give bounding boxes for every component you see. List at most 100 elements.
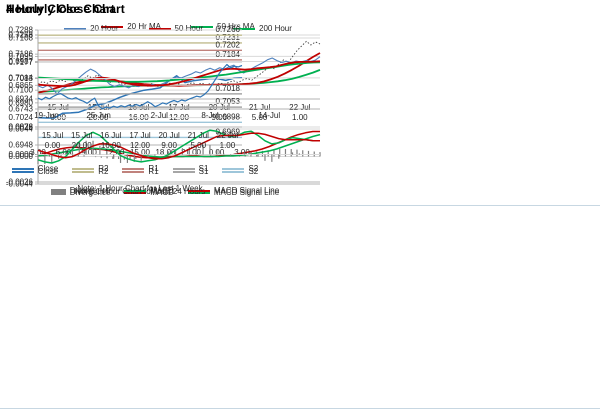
weekly-pivot-chart: 0.72880.71860.70830.69800.68780.72660.72…	[9, 25, 243, 132]
four-hourly-price-xaxis: 19-Jun 25-Jun 2-Jul 8-Jul 14-Jul	[0, 111, 330, 131]
legend-item-s2: S2	[222, 167, 258, 176]
legend-item-macd: MACD	[124, 186, 174, 195]
hourly-macd-legend: Divergence MACD MACD Signal Line	[0, 188, 330, 197]
x-axis-tick-label: 12.00	[104, 148, 125, 157]
y-axis-tick-label: 0.7253	[9, 31, 34, 40]
legend-label: MACD Signal Line	[213, 186, 280, 195]
legend-swatch	[122, 167, 145, 170]
weekly-pivot-note: Note: 1 Hour Chart for Last 1 Week	[77, 184, 203, 193]
weekly-pivot-xaxis: 15 Jul 0.00 15 Jul 20.00 16 Jul 16.00 17 Jul 12…	[0, 131, 270, 151]
y-axis-tick-label: 0.7083	[9, 74, 34, 83]
legend-label: MACD	[150, 188, 174, 197]
legend-swatch	[187, 189, 210, 192]
legend-item-200-hour: 200 Hour	[233, 24, 292, 33]
pivot-level-label-s1: 0.7018	[216, 84, 241, 93]
legend-label: MACD Signal Line	[213, 188, 280, 197]
series-line-macd-signal-line	[37, 132, 320, 160]
legend-item-r2: R2	[72, 164, 108, 173]
series-line-20-hour	[37, 56, 321, 95]
legend-label: S1	[198, 167, 209, 176]
y-axis-tick-label: 0.7014	[9, 73, 34, 82]
legend-label: MACD	[150, 186, 174, 195]
legend-swatch	[172, 167, 195, 170]
x-axis-tick-label: 9.00	[81, 148, 97, 157]
hourly-pivot-chart-panel: 0.7253 0.7177 0.7100 0.7024 0.6948 0.7231 0.71…	[0, 0, 270, 205]
weekly-pivot-legend: Close R2 R1 S1 S2	[0, 164, 270, 173]
legend-item-s1: S1	[172, 164, 209, 173]
legend-label: S2	[248, 167, 259, 176]
y-axis-tick-label: 0.6948	[9, 141, 34, 150]
legend-label: S2	[248, 164, 259, 173]
legend-swatch	[124, 189, 147, 192]
legend-item-20-hour: 20 Hour	[64, 24, 119, 33]
legend-swatch	[191, 25, 213, 28]
series-line-close	[37, 63, 243, 110]
legend-label: Divergence	[69, 186, 111, 195]
legend-label: Divergence	[69, 188, 111, 197]
series-line-macd	[37, 129, 320, 164]
legend-swatch	[50, 190, 66, 195]
legend-item-s2: S2	[222, 164, 258, 173]
x-axis-tick-label: 22 Jul 1.00	[289, 103, 311, 122]
legend-item-50-hour: 50 Hour	[148, 24, 203, 33]
four-hourly-chart-title: 4 Hourly Close Chart	[6, 2, 125, 16]
pivot-level-label-s2: 0.6969	[216, 127, 241, 136]
legend-swatch	[172, 170, 195, 173]
x-axis-tick-label: 3.00	[234, 148, 250, 157]
y-axis-tick-label: 0.0026	[9, 123, 34, 132]
legend-item-r2: R2	[72, 167, 108, 176]
pivot-level-label-r2: 0.7231	[216, 33, 241, 42]
legend-swatch	[11, 167, 34, 170]
x-axis-tick-label: 14-Jul	[258, 111, 281, 120]
legend-swatch	[72, 170, 95, 173]
x-axis-tick-label: 25-Jun	[86, 111, 111, 120]
legend-label: 50 Hour	[174, 24, 203, 33]
legend-swatch	[64, 27, 87, 30]
legend-label: S1	[198, 164, 209, 173]
legend-label: Close	[37, 167, 59, 176]
legend-item-macd: MACD	[124, 188, 174, 197]
four-hourly-price-chart: 0.7108 0.6987 0.6865 0.6743	[9, 34, 321, 113]
legend-item-macd-signal-line: MACD Signal Line	[187, 188, 280, 197]
y-axis-tick-label: 0.7176	[9, 31, 34, 40]
legend-label: R1	[148, 167, 159, 176]
four-hourly-macd-legend: Divergence MACD MACD Signal Line	[0, 186, 330, 195]
hourly-pivot-note: Note: 1 Hour Chart for Last 24 Hours	[74, 187, 206, 196]
legend-label: 20 Hr MA	[127, 22, 161, 31]
x-axis-tick-label: 2-Jul	[150, 111, 168, 120]
y-axis-tick-label: 0.6865	[9, 81, 34, 90]
pivot-level-label-r2: 0.7266	[216, 25, 241, 34]
weekly-pivot-chart-panel: 0.7288 0.7186 0.7083 0.6980 0.6878 0.7266 0.72…	[0, 0, 270, 206]
legend-item-50-hrs-ma: 50 Hrs MA	[191, 22, 255, 31]
series-line-50-hour	[37, 60, 321, 88]
legend-label: R1	[148, 164, 159, 173]
legend-swatch	[124, 191, 147, 194]
y-axis-tick-label: 0.7095	[9, 52, 34, 61]
legend-label: R2	[98, 164, 109, 173]
x-axis-tick-label: 21.00	[180, 148, 202, 157]
legend-swatch	[50, 188, 66, 193]
legend-swatch	[11, 170, 34, 173]
legend-swatch	[122, 170, 145, 173]
legend-label: Close	[37, 164, 59, 173]
four-hourly-close-chart-panel: 4 Hourly Close Chart 20 Hour 50 Hour 200 H…	[0, 0, 330, 206]
y-axis-tick-label: -0.0044	[6, 180, 34, 189]
y-axis-tick-label: 0.7177	[9, 58, 34, 67]
legend-swatch	[222, 167, 245, 170]
four-hourly-price-legend: 20 Hour 50 Hour 200 Hour	[36, 24, 320, 33]
legend-item-close: Close	[11, 164, 59, 173]
x-axis-tick-label: 21 Jul 5.00	[187, 131, 209, 150]
y-axis-tick-label: 0.7108	[9, 34, 34, 43]
hourly-chart-title: Hourly Close Chart	[6, 2, 115, 16]
y-axis-tick-label: 0.7024	[9, 113, 34, 122]
section-divider	[0, 205, 600, 206]
legend-item-divergence: Divergence	[50, 188, 111, 197]
legend-label: 50 Hrs MA	[217, 22, 255, 31]
x-axis-tick-label: 22 Jul 1.00	[216, 131, 239, 150]
y-axis-tick-label: 0.0044	[9, 125, 34, 134]
legend-item-r1: R1	[122, 164, 159, 173]
legend-label: R2	[98, 167, 109, 176]
x-axis-tick-label: 15.00	[129, 148, 151, 157]
